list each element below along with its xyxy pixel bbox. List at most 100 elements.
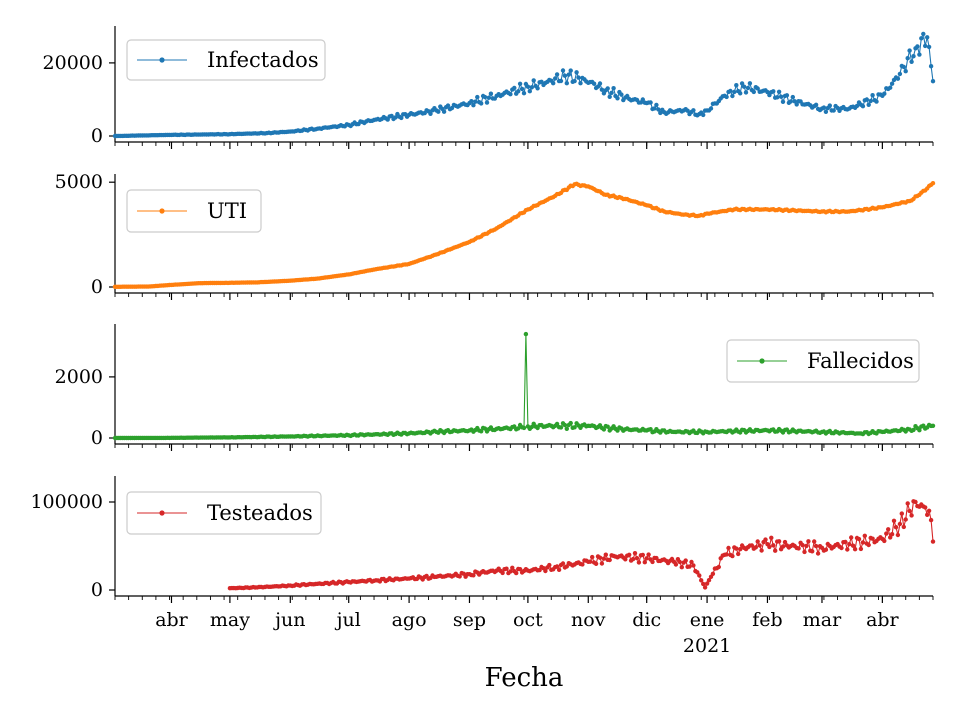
legend-label-fallecidos: Fallecidos bbox=[807, 349, 914, 373]
data-point bbox=[870, 93, 875, 98]
data-point bbox=[702, 585, 708, 590]
data-point bbox=[925, 35, 930, 40]
data-point bbox=[852, 547, 858, 552]
data-point bbox=[601, 556, 607, 561]
legend-label-infectados: Infectados bbox=[207, 48, 319, 72]
data-point bbox=[903, 69, 908, 74]
x-tick-label: nov bbox=[571, 609, 606, 631]
data-point bbox=[773, 548, 778, 553]
data-point bbox=[776, 89, 782, 95]
data-point bbox=[640, 552, 645, 558]
data-point bbox=[611, 86, 616, 91]
data-point bbox=[607, 557, 612, 563]
data-point bbox=[599, 87, 605, 92]
data-point bbox=[788, 99, 793, 104]
data-point bbox=[930, 423, 936, 428]
data-point bbox=[827, 103, 832, 108]
data-point bbox=[558, 425, 564, 430]
data-point bbox=[911, 54, 916, 59]
data-point bbox=[724, 552, 729, 557]
data-point bbox=[516, 89, 521, 94]
legend-label-uti: UTI bbox=[207, 199, 247, 223]
data-point bbox=[572, 78, 577, 84]
data-point bbox=[500, 570, 505, 576]
data-point bbox=[591, 81, 597, 86]
data-point bbox=[860, 104, 866, 109]
x-tick-label: abr bbox=[866, 609, 899, 631]
data-point bbox=[759, 548, 764, 553]
data-point bbox=[597, 555, 603, 560]
data-point bbox=[739, 81, 745, 86]
data-point bbox=[691, 108, 696, 113]
data-point bbox=[917, 52, 922, 57]
data-point bbox=[646, 552, 651, 557]
data-point bbox=[512, 85, 517, 91]
x-tick-label: sep bbox=[453, 609, 486, 631]
data-point bbox=[605, 86, 610, 91]
data-point bbox=[601, 427, 607, 432]
y-tick-label: 0 bbox=[91, 427, 103, 449]
x-tick-label: ene bbox=[690, 609, 725, 631]
data-point bbox=[475, 94, 480, 100]
x-tick-label: jun bbox=[273, 609, 305, 631]
data-point bbox=[554, 421, 560, 427]
data-point bbox=[574, 70, 579, 75]
data-point bbox=[815, 551, 821, 556]
x-tick-label: dic bbox=[632, 609, 661, 631]
data-point bbox=[558, 78, 564, 84]
data-point bbox=[905, 56, 910, 61]
data-point bbox=[897, 71, 903, 77]
legend-label-testeados: Testeados bbox=[207, 501, 313, 525]
data-point bbox=[778, 94, 784, 99]
data-point bbox=[868, 98, 873, 104]
data-point bbox=[780, 99, 786, 105]
data-point bbox=[689, 559, 694, 565]
data-point bbox=[568, 420, 573, 426]
legend-marker bbox=[159, 208, 165, 214]
data-point bbox=[562, 73, 568, 78]
data-point bbox=[473, 99, 478, 104]
legend-marker bbox=[159, 57, 165, 63]
data-point bbox=[510, 565, 515, 570]
data-point bbox=[911, 427, 916, 433]
data-point bbox=[687, 564, 692, 569]
data-point bbox=[907, 508, 912, 514]
data-point bbox=[677, 559, 682, 565]
data-point bbox=[554, 72, 560, 77]
data-point bbox=[804, 543, 809, 549]
data-point bbox=[771, 89, 776, 94]
data-point bbox=[775, 95, 780, 100]
data-point bbox=[928, 517, 934, 523]
data-point bbox=[903, 517, 908, 522]
data-point bbox=[919, 36, 924, 41]
data-point bbox=[917, 428, 922, 433]
data-point bbox=[889, 81, 895, 86]
data-point bbox=[743, 90, 749, 95]
data-point bbox=[562, 422, 568, 428]
data-point bbox=[847, 542, 852, 547]
data-point bbox=[839, 545, 844, 551]
data-point bbox=[710, 571, 716, 576]
data-point bbox=[619, 92, 624, 97]
data-point bbox=[564, 426, 569, 431]
data-point bbox=[930, 79, 936, 84]
data-point bbox=[882, 538, 887, 544]
data-point bbox=[527, 89, 532, 94]
data-point bbox=[831, 108, 836, 113]
data-point bbox=[856, 536, 862, 542]
data-point bbox=[716, 564, 721, 570]
y-tick-label: 0 bbox=[91, 276, 103, 298]
data-point bbox=[564, 564, 569, 569]
data-point bbox=[909, 59, 914, 64]
data-point bbox=[471, 573, 476, 578]
data-point bbox=[572, 425, 577, 430]
data-point bbox=[652, 106, 657, 111]
data-point bbox=[627, 552, 632, 557]
data-point bbox=[683, 558, 688, 563]
data-point bbox=[508, 569, 513, 574]
data-point bbox=[706, 578, 712, 583]
data-point bbox=[780, 544, 786, 549]
data-point bbox=[925, 512, 930, 517]
data-point bbox=[568, 68, 573, 73]
